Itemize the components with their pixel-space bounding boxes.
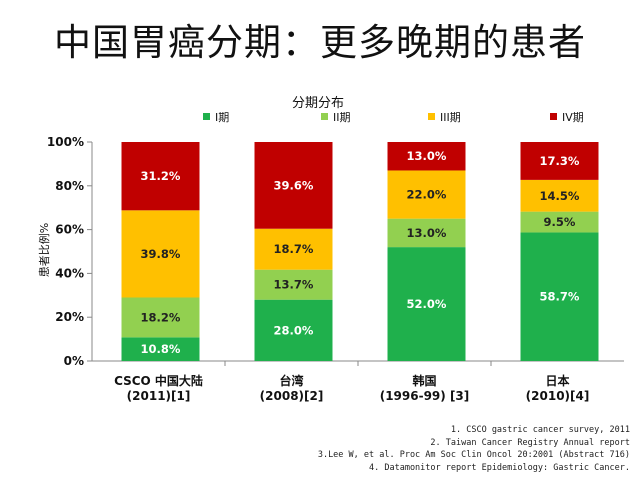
legend-swatch-4 (550, 113, 557, 120)
legend-label-2: II期 (333, 111, 351, 124)
bar-segment (387, 218, 466, 248)
legend-title: 分期分布 (292, 96, 344, 111)
x-tick-label: CSCO 中国大陆 (114, 373, 203, 388)
x-tick-label-sub: (2011)[1] (127, 389, 191, 403)
y-tick-label: 80% (55, 179, 84, 193)
data-label: 14.5% (540, 189, 580, 203)
data-label: 10.8% (141, 342, 181, 356)
data-label: 28.0% (274, 323, 314, 337)
data-label: 13.0% (407, 149, 447, 163)
y-tick-label: 60% (55, 223, 84, 237)
bar-segment (121, 142, 200, 211)
legend-label-1: I期 (215, 111, 229, 124)
y-tick-label: 20% (55, 310, 84, 324)
reference-1: 1. CSCO gastric cancer survey, 2011 (450, 425, 630, 435)
bar-segment (254, 228, 333, 270)
data-label: 18.2% (141, 310, 181, 324)
stacked-bar-chart: 分期分布 I期 II期 III期 IV期 0% 20% 40% 60% 80% 100% 患者比例% 1… (37, 96, 624, 403)
legend-swatch-1 (203, 113, 210, 120)
bar-segment (387, 247, 466, 361)
reference-2: 2. Taiwan Cancer Registry Annual report (430, 437, 630, 448)
y-axis-label: 患者比例% (37, 223, 51, 277)
legend-swatch-3 (428, 113, 435, 120)
bar-segment (121, 337, 200, 361)
bar-segment (387, 170, 466, 219)
data-label: 58.7% (540, 290, 580, 304)
legend-label-3: III期 (440, 111, 461, 124)
x-tick-label-sub: (1996-99) [3] (380, 389, 470, 403)
bar-segment (121, 210, 200, 298)
legend-swatch-2 (321, 113, 328, 120)
reference-3: 3.Lee W, et al. Proc Am Soc Clin Oncol 2… (317, 450, 630, 460)
data-label: 9.5% (544, 215, 576, 229)
data-label: 18.7% (274, 242, 314, 256)
data-label: 52.0% (407, 297, 447, 311)
data-label: 17.3% (540, 154, 580, 168)
bar-segment (520, 179, 599, 212)
bar-segment (520, 232, 599, 361)
data-label: 13.0% (407, 226, 447, 240)
bar-segment (121, 297, 200, 338)
references: 1. CSCO gastric cancer survey, 2011 2. T… (318, 424, 630, 474)
data-label: 31.2% (141, 169, 181, 183)
bar-segment (254, 299, 333, 361)
legend-label-4: IV期 (562, 111, 584, 124)
y-tick-label: 40% (55, 266, 84, 280)
x-tick-label-sub: (2010)[4] (526, 389, 590, 403)
x-tick-label: 台湾 (279, 373, 303, 388)
data-label: 39.6% (274, 178, 314, 192)
data-label: 22.0% (407, 188, 447, 202)
reference-4: 4. Datamonitor report Epidemiology: Gast… (369, 462, 630, 473)
y-tick-label: 0% (64, 354, 84, 368)
data-label: 13.7% (274, 278, 314, 292)
bar-segment (254, 142, 333, 229)
x-tick-label-sub: (2008)[2] (260, 389, 324, 403)
bar-segment (387, 142, 466, 171)
bar-segment (254, 269, 333, 300)
y-tick-label: 100% (47, 135, 84, 149)
data-label: 39.8% (141, 247, 181, 261)
x-tick-label: 韩国 (412, 373, 436, 388)
bar-segment (520, 142, 599, 180)
x-tick-label: 日本 (545, 373, 569, 388)
page-title: 中国胃癌分期：更多晚期的患者 (54, 21, 586, 64)
bar-segment (520, 211, 599, 233)
